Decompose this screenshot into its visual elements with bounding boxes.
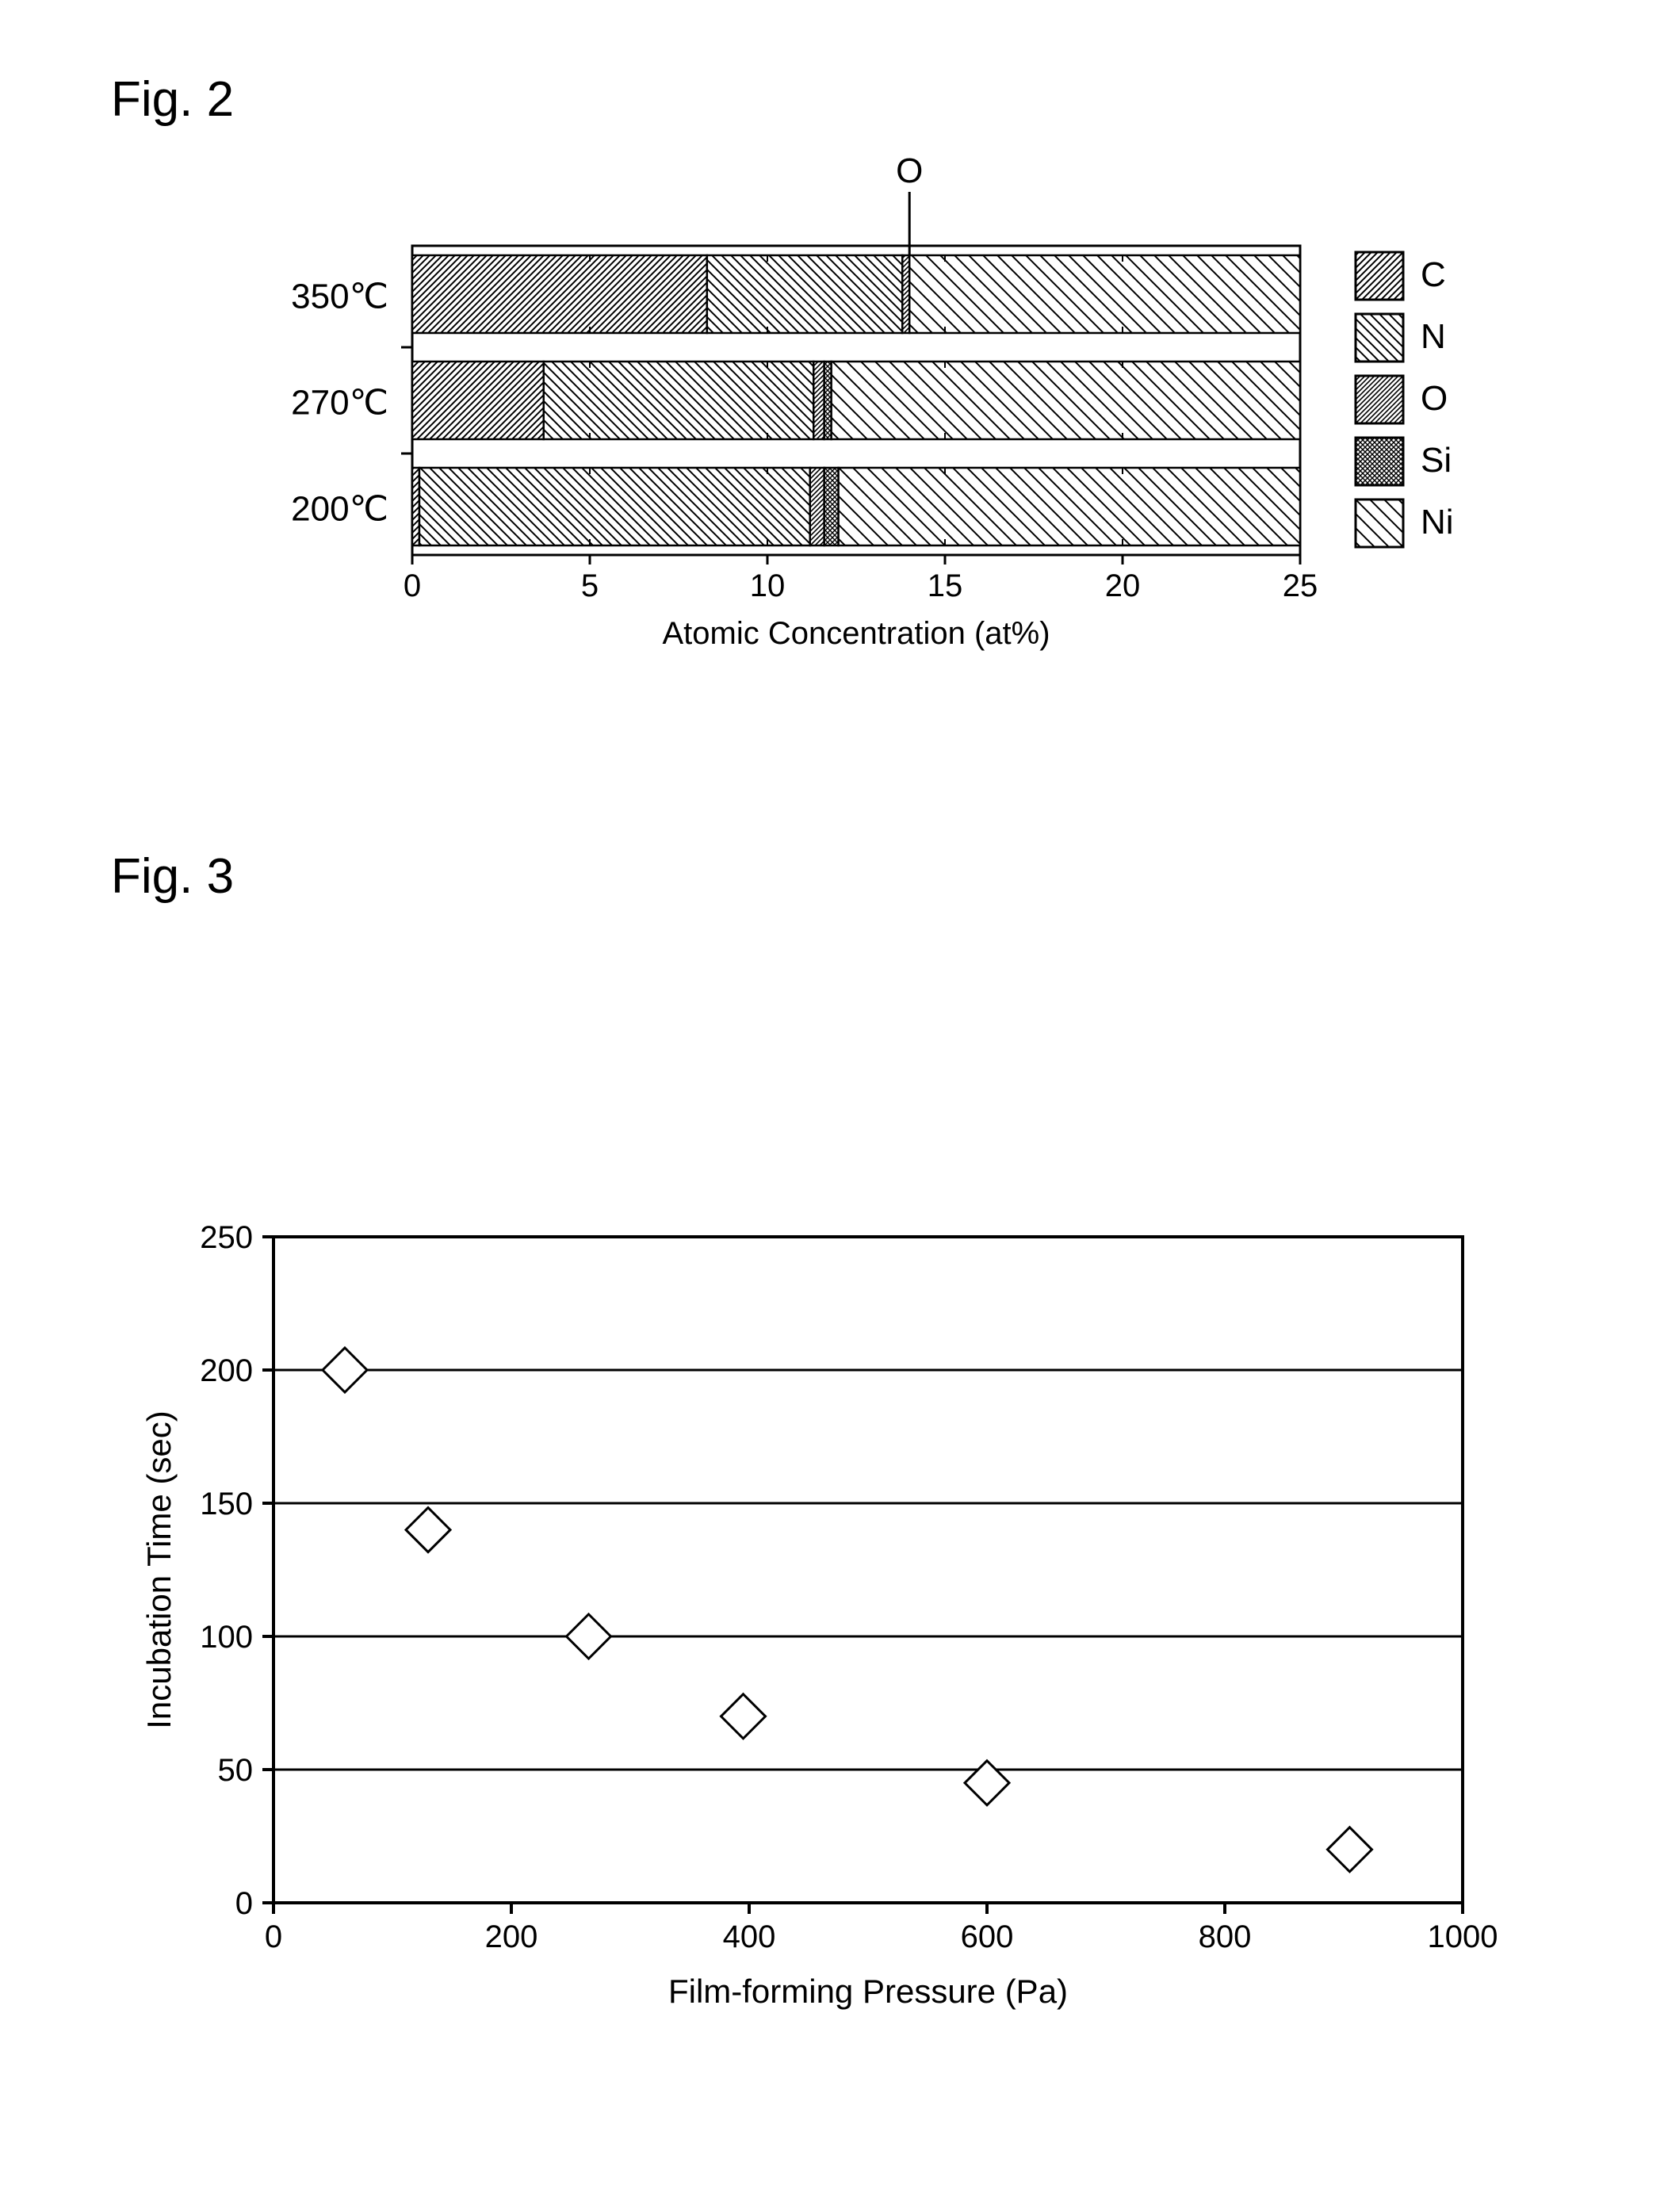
svg-text:50: 50 [218,1753,254,1788]
svg-text:200: 200 [485,1919,538,1954]
svg-text:Incubation Time (sec): Incubation Time (sec) [140,1410,178,1729]
svg-text:100: 100 [200,1620,253,1655]
svg-text:250: 250 [200,1220,253,1255]
svg-text:0: 0 [235,1886,253,1921]
svg-text:600: 600 [961,1919,1014,1954]
svg-text:150: 150 [200,1487,253,1521]
fig3-chart: 0 50 100 150 200 250 0 200 400 600 800 1000 Film-for… [0,0,1664,2212]
svg-text:200: 200 [200,1353,253,1388]
svg-text:Film-forming Pressure (Pa): Film-forming Pressure (Pa) [668,1973,1068,2010]
svg-text:800: 800 [1199,1919,1252,1954]
svg-text:400: 400 [723,1919,776,1954]
svg-text:1000: 1000 [1428,1919,1498,1954]
svg-text:0: 0 [265,1919,282,1954]
